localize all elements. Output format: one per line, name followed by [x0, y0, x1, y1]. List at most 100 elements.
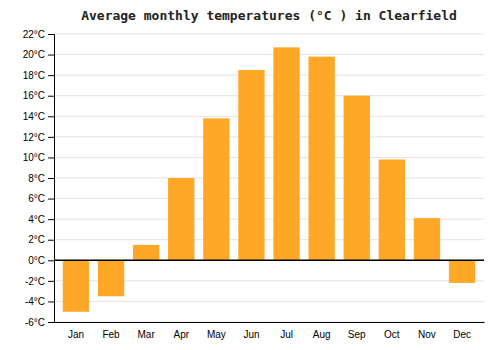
x-tick-label: Mar	[138, 329, 156, 340]
x-tick: Jul	[280, 329, 293, 340]
y-tick-label: 18°C	[23, 70, 45, 81]
grid-line	[54, 34, 484, 35]
grid-line	[54, 260, 484, 261]
y-tick-mark	[48, 322, 54, 323]
x-tick-label: Feb	[102, 329, 120, 340]
x-tick: Feb	[102, 329, 120, 340]
y-tick: -6°C	[25, 317, 54, 328]
grid-line	[54, 178, 484, 179]
x-tick: Sep	[348, 329, 366, 340]
y-tick-label: 12°C	[23, 132, 45, 143]
x-tick: Jun	[243, 329, 259, 340]
x-axis-line	[55, 322, 485, 323]
x-tick-label: Nov	[418, 329, 436, 340]
grid-line	[54, 116, 484, 117]
y-tick-label: 2°C	[28, 234, 45, 245]
y-tick-mark	[48, 219, 54, 220]
bar	[203, 118, 229, 260]
y-tick-mark	[48, 281, 54, 282]
bar	[414, 218, 440, 260]
bar	[273, 47, 299, 260]
y-axis-line	[48, 35, 55, 323]
bar	[379, 159, 405, 260]
chart-svg: Average monthly temperatures (°C ) in Cl…	[0, 0, 500, 350]
x-tick-label: Jun	[243, 329, 259, 340]
y-tick-label: -2°C	[25, 276, 45, 287]
y-axis: -6°C -4°C -2°C 0°C 2°C 4°C 6°C 8°C 10°C 12°C 14°C 1…	[23, 29, 55, 328]
bar	[308, 57, 334, 261]
y-tick-label: 14°C	[23, 111, 45, 122]
grid-line	[54, 301, 484, 302]
y-tick: -4°C	[25, 296, 54, 307]
y-tick-mark	[48, 75, 54, 76]
bar	[133, 245, 159, 260]
y-tick-label: 8°C	[28, 173, 45, 184]
y-tick-mark	[48, 178, 54, 179]
x-tick-label: Jan	[68, 329, 84, 340]
grid-line	[54, 136, 484, 137]
y-tick-label: 20°C	[23, 49, 45, 60]
bar	[98, 260, 124, 296]
x-tick-label: Aug	[313, 329, 331, 340]
bar	[344, 96, 370, 261]
y-tick: 14°C	[23, 111, 54, 122]
bar	[238, 70, 264, 260]
chart-container: Average monthly temperatures (°C ) in Cl…	[0, 0, 500, 350]
x-tick: Mar	[138, 329, 156, 340]
y-tick-label: -6°C	[25, 317, 45, 328]
bar	[449, 260, 475, 283]
x-tick-label: Oct	[384, 329, 400, 340]
y-tick-label: 16°C	[23, 90, 45, 101]
x-tick: May	[207, 329, 226, 340]
y-tick-mark	[48, 157, 54, 158]
bar	[63, 260, 89, 311]
y-tick-label: 22°C	[23, 29, 45, 40]
y-tick-mark	[48, 240, 54, 241]
y-tick: 10°C	[23, 152, 54, 163]
y-tick-mark	[48, 199, 54, 200]
y-tick-label: 6°C	[28, 193, 45, 204]
y-tick-mark	[48, 34, 54, 35]
grid-line	[54, 322, 484, 323]
y-tick: 2°C	[28, 234, 54, 245]
grid-line	[54, 75, 484, 76]
y-tick: 22°C	[23, 29, 54, 40]
x-tick-label: Jul	[280, 329, 293, 340]
y-tick: 16°C	[23, 90, 54, 101]
x-tick: Oct	[384, 329, 400, 340]
y-tick-mark	[48, 137, 54, 138]
grid-line	[54, 54, 484, 55]
y-tick-mark	[48, 301, 54, 302]
y-tick: 8°C	[28, 173, 54, 184]
x-tick-label: Sep	[348, 329, 366, 340]
x-tick: Dec	[453, 329, 471, 340]
y-tick: 4°C	[28, 214, 54, 225]
x-tick: Aug	[313, 329, 331, 340]
bar	[168, 178, 194, 260]
bars	[54, 47, 484, 311]
y-tick: 12°C	[23, 132, 54, 143]
y-tick-label: -4°C	[25, 296, 45, 307]
x-tick-label: Dec	[453, 329, 471, 340]
y-tick-mark	[48, 260, 54, 261]
x-tick-label: May	[207, 329, 226, 340]
y-tick-label: 10°C	[23, 152, 45, 163]
y-tick-mark	[48, 116, 54, 117]
y-tick-label: 4°C	[28, 214, 45, 225]
x-tick: Apr	[173, 329, 189, 340]
y-tick: 0°C	[28, 255, 54, 266]
y-tick: 6°C	[28, 193, 54, 204]
y-tick-label: 0°C	[28, 255, 45, 266]
y-tick: 20°C	[23, 49, 54, 60]
grid	[54, 34, 484, 322]
title: Average monthly temperatures (°C ) in Cl…	[81, 8, 457, 23]
x-tick-label: Apr	[173, 329, 189, 340]
y-tick-mark	[48, 96, 54, 97]
grid-line	[54, 198, 484, 199]
x-tick: Nov	[418, 329, 436, 340]
y-tick: -2°C	[25, 276, 54, 287]
x-axis: Jan Feb Mar Apr May Jun Jul Aug Sep Oct Nov Dec	[55, 323, 485, 341]
y-tick-mark	[48, 55, 54, 56]
grid-line	[54, 95, 484, 96]
grid-line	[54, 157, 484, 158]
